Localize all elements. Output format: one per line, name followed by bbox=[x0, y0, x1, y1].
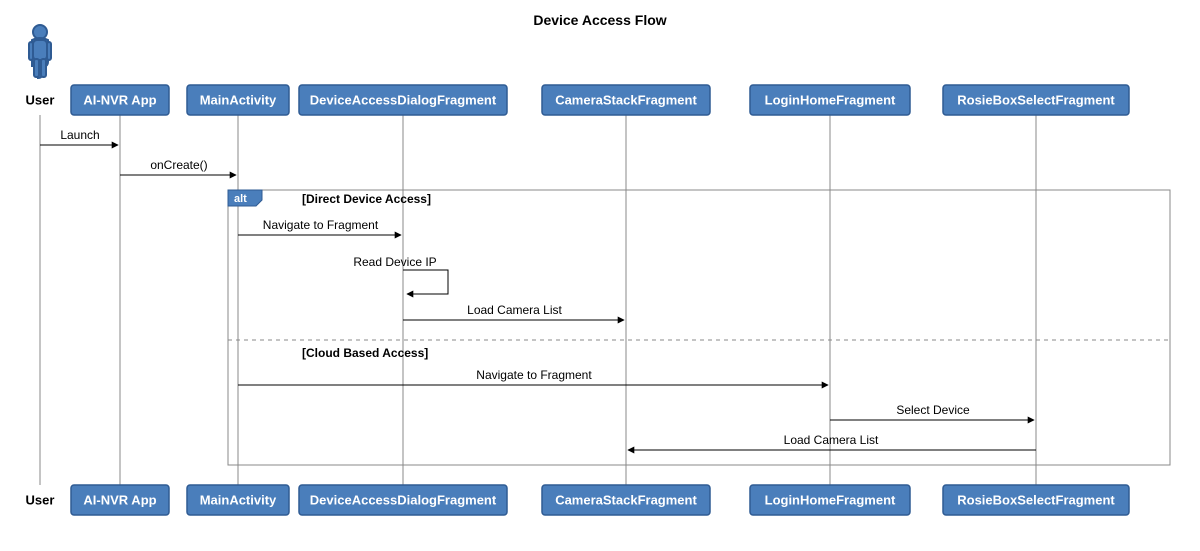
message-label: Read Device IP bbox=[353, 255, 436, 269]
alt-guard: [Cloud Based Access] bbox=[302, 346, 428, 360]
participant-label: LoginHomeFragment bbox=[765, 93, 896, 108]
participant-label: AI-NVR App bbox=[83, 93, 156, 108]
actor-label-bottom: User bbox=[26, 493, 55, 508]
message-label: onCreate() bbox=[150, 158, 207, 172]
message-label: Select Device bbox=[896, 403, 970, 417]
participant-rosie-bottom: RosieBoxSelectFragment bbox=[943, 485, 1129, 515]
alt-guard: [Direct Device Access] bbox=[302, 192, 431, 206]
participant-label: RosieBoxSelectFragment bbox=[957, 93, 1115, 108]
message-label: Launch bbox=[60, 128, 99, 142]
message-label: Navigate to Fragment bbox=[476, 368, 592, 382]
participant-main-bottom: MainActivity bbox=[187, 485, 289, 515]
alt-tag-label: alt bbox=[234, 193, 247, 205]
participant-label: MainActivity bbox=[200, 493, 277, 508]
participant-main-top: MainActivity bbox=[187, 85, 289, 115]
sequence-diagram: Device Access Flow User alt [Direct Device … bbox=[0, 0, 1200, 551]
participant-dialog-bottom: DeviceAccessDialogFragment bbox=[299, 485, 507, 515]
actor-label: User bbox=[26, 93, 55, 108]
participant-label: CameraStackFragment bbox=[555, 93, 697, 108]
message-label: Navigate to Fragment bbox=[263, 218, 379, 232]
participant-app-bottom: AI-NVR App bbox=[71, 485, 169, 515]
participant-label: RosieBoxSelectFragment bbox=[957, 493, 1115, 508]
participant-label: CameraStackFragment bbox=[555, 493, 697, 508]
participant-label: AI-NVR App bbox=[83, 493, 156, 508]
participant-camera-bottom: CameraStackFragment bbox=[542, 485, 710, 515]
participant-label: MainActivity bbox=[200, 93, 277, 108]
participant-dialog-top: DeviceAccessDialogFragment bbox=[299, 85, 507, 115]
message-label: Load Camera List bbox=[467, 303, 562, 317]
participant-app-top: AI-NVR App bbox=[71, 85, 169, 115]
participant-camera-top: CameraStackFragment bbox=[542, 85, 710, 115]
participant-login-top: LoginHomeFragment bbox=[750, 85, 910, 115]
self-message bbox=[403, 270, 448, 294]
participant-rosie-top: RosieBoxSelectFragment bbox=[943, 85, 1129, 115]
participant-label: DeviceAccessDialogFragment bbox=[310, 493, 497, 508]
message-label: Load Camera List bbox=[784, 433, 879, 447]
participant-label: DeviceAccessDialogFragment bbox=[310, 93, 497, 108]
participant-login-bottom: LoginHomeFragment bbox=[750, 485, 910, 515]
diagram-title: Device Access Flow bbox=[533, 12, 666, 28]
actor-user: User bbox=[26, 25, 55, 108]
participant-label: LoginHomeFragment bbox=[765, 493, 896, 508]
